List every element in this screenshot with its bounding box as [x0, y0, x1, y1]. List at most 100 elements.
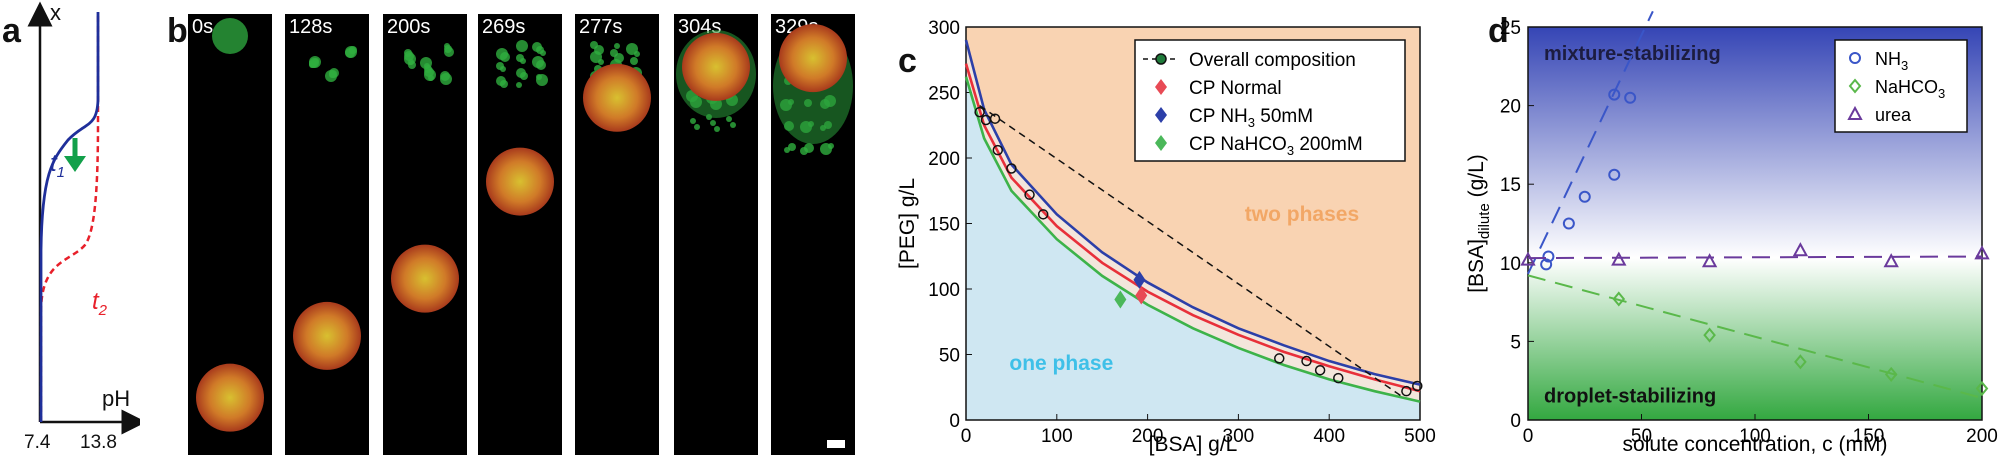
green-speck [788, 143, 796, 151]
green-speck [726, 116, 732, 122]
x-tick-label: 200 [1966, 426, 1998, 447]
legend-marker [1848, 78, 1862, 94]
x-tick-label: 50 [1631, 426, 1652, 447]
composition-point [1314, 364, 1326, 376]
micrograph-tile: 200s [383, 14, 467, 455]
data-point [1608, 88, 1621, 101]
critical-point [1114, 290, 1127, 309]
time-label: 269s [482, 16, 526, 38]
green-speck [710, 120, 716, 126]
droplet [682, 32, 750, 101]
label-t2-sub: 2 [98, 301, 108, 319]
composition-point [1401, 385, 1412, 397]
micrograph-tile: 277s [575, 14, 659, 455]
y-tick-label: 5 [1510, 332, 1521, 353]
legend-marker [1849, 52, 1861, 64]
droplet [486, 147, 554, 216]
x-tick-label: 100 [1739, 426, 1771, 447]
composition-point [1037, 209, 1049, 220]
legend-label-cp-nh3: CP NH3 50mM [1189, 106, 1313, 130]
droplet [391, 244, 459, 313]
fit-line [1527, 10, 1654, 275]
y-tick-label: 150 [928, 215, 960, 236]
x-tick-label: 100 [1041, 426, 1073, 447]
green-speck [626, 43, 638, 55]
binodal-curve [964, 76, 1421, 403]
panel-a-tick-right: 13.8 [80, 432, 117, 453]
panel-a-x-label: pH [102, 386, 131, 411]
legend-box [1134, 39, 1406, 162]
y-tick-label: 15 [1500, 175, 1521, 196]
data-point [1611, 251, 1627, 266]
legend-label-overall: Overall composition [1189, 50, 1356, 71]
panel-label-c: c [898, 42, 917, 80]
legend-marker [1847, 105, 1863, 120]
composition-point [974, 106, 985, 118]
panel-a-arrowhead [64, 156, 86, 172]
region-label-two-phases: two phases [1245, 203, 1359, 226]
x-tick-label: 300 [1223, 426, 1255, 447]
green-speck [516, 68, 526, 78]
label-t2: t2 [92, 288, 107, 319]
fit-line [1527, 274, 1983, 399]
data-point [1562, 217, 1575, 230]
x-axis-title: [BSA] g/L [1149, 433, 1238, 456]
legend-label: NH3 [1875, 49, 1908, 73]
region-label-mixture: mixture-stabilizing [1544, 43, 1721, 65]
y-axis-title: [PEG] g/L [896, 178, 919, 269]
micrograph-image [196, 18, 264, 432]
green-speck [690, 118, 696, 124]
x-tick-label: 400 [1313, 426, 1345, 447]
y-tick-label: 50 [939, 346, 960, 367]
region-label-droplet: droplet-stabilizing [1544, 386, 1716, 408]
micrograph-image [486, 40, 554, 216]
micrograph-tile: 304s [674, 14, 758, 455]
data-point [1703, 327, 1716, 343]
data-point [1624, 91, 1637, 104]
y-tick-label: 10 [1500, 254, 1521, 275]
binodal-curve [964, 39, 1421, 386]
x-tick-label: 0 [1523, 426, 1534, 447]
panel-label-b: b [167, 12, 188, 50]
y-tick-label: 200 [928, 149, 960, 170]
green-speck [309, 62, 315, 68]
green-speck [714, 126, 720, 132]
micrograph-image [773, 24, 853, 155]
green-speck [630, 57, 638, 65]
critical-point [1135, 286, 1148, 305]
scale-bar [827, 440, 845, 448]
green-speck [784, 147, 790, 153]
green-speck [820, 143, 832, 155]
legend-label-cp-normal: CP Normal [1189, 78, 1282, 99]
green-speck [420, 57, 432, 69]
micrograph-image [583, 41, 651, 132]
green-speck [516, 40, 528, 52]
green-speck [440, 71, 450, 81]
one-phase-region [966, 76, 1420, 420]
droplet [196, 363, 264, 432]
green-speck [496, 76, 506, 86]
data-point [1540, 258, 1553, 271]
data-point [1612, 291, 1626, 307]
legend-marker [1155, 135, 1167, 151]
green-speck [532, 42, 542, 52]
green-speck [590, 51, 602, 63]
x-axis-title: solute concentration, c (mM) [1623, 433, 1888, 456]
y-tick-label: 100 [928, 280, 960, 301]
composition-point [1006, 163, 1017, 174]
green-speck [694, 124, 700, 130]
composition-point [989, 113, 1001, 124]
time-label: 128s [289, 16, 333, 38]
micrograph-tile: 269s [478, 14, 562, 455]
legend-marker [1155, 79, 1167, 95]
panel-a-curve-t2 [39, 12, 100, 422]
critical-point [1133, 270, 1146, 289]
green-speck [590, 41, 598, 49]
y-tick-label: 20 [1500, 97, 1521, 118]
coexistence-band [966, 40, 1420, 402]
tie-line [979, 104, 1403, 398]
green-speck [610, 49, 618, 57]
green-speck [516, 54, 524, 62]
panel-label-a: a [2, 12, 21, 50]
data-point [1792, 242, 1809, 257]
